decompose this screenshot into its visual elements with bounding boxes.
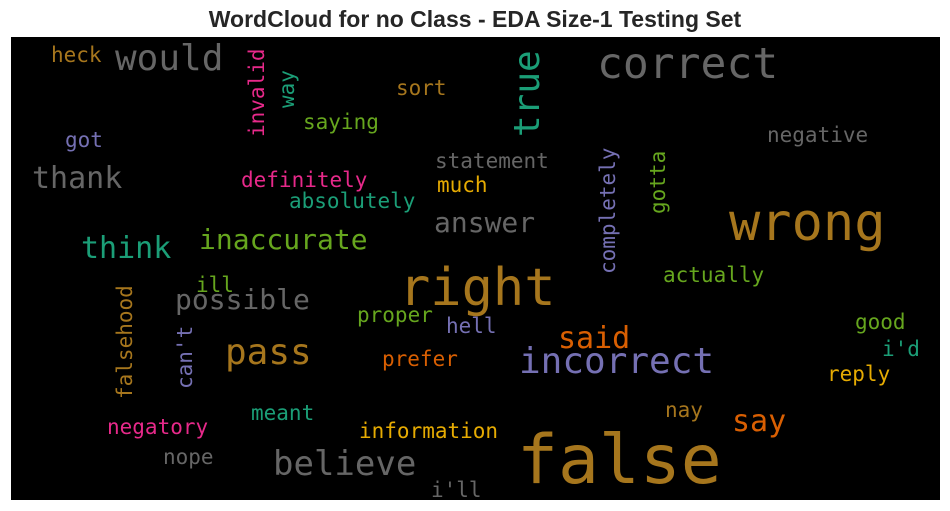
word-think: think <box>81 231 172 266</box>
word-nope: nope <box>163 445 214 469</box>
word-proper: proper <box>357 303 433 327</box>
word-gotta: gotta <box>646 150 670 214</box>
word-definitely: definitely <box>241 168 368 192</box>
word-cloud: false right wrong correct incorrect woul… <box>11 37 940 500</box>
word-id: i'd <box>882 337 920 361</box>
word-information: information <box>359 419 499 443</box>
word-absolutely: absolutely <box>289 189 416 213</box>
word-believe: believe <box>273 444 417 484</box>
word-meant: meant <box>251 401 315 425</box>
word-heck: heck <box>51 43 102 67</box>
word-possible: possible <box>175 283 310 316</box>
word-falsehood: falsehood <box>113 285 137 399</box>
word-would: would <box>115 38 224 79</box>
word-saying: saying <box>303 110 379 134</box>
word-inaccurate: inaccurate <box>199 223 368 256</box>
word-correct: correct <box>597 39 779 89</box>
word-say: say <box>732 404 787 439</box>
word-pass: pass <box>225 332 312 373</box>
word-reply: reply <box>827 362 891 386</box>
word-got: got <box>65 128 103 152</box>
word-thank: thank <box>32 161 123 196</box>
word-negatory: negatory <box>107 415 209 439</box>
word-true: true <box>507 50 548 137</box>
word-way: way <box>275 70 299 108</box>
word-cant: can't <box>173 325 197 389</box>
word-completely: completely <box>596 147 620 274</box>
word-invalid: invalid <box>245 48 269 137</box>
word-sort: sort <box>396 76 447 100</box>
word-incorrect: incorrect <box>519 341 715 382</box>
word-answer: answer <box>434 206 536 239</box>
word-said: said <box>558 321 631 356</box>
word-i-ll: i'll <box>431 478 482 501</box>
word-prefer: prefer <box>382 347 458 371</box>
word-right: right <box>399 258 556 318</box>
word-wrong: wrong <box>729 193 886 253</box>
word-much: much <box>437 173 488 197</box>
word-nay: nay <box>665 398 703 422</box>
word-false: false <box>517 421 722 500</box>
word-hell: hell <box>446 314 497 338</box>
word-statement: statement <box>435 149 549 173</box>
word-ill: ill <box>196 273 234 297</box>
word-negative: negative <box>767 123 869 147</box>
word-actually: actually <box>663 263 765 287</box>
word-good: good <box>855 310 906 334</box>
chart-title: WordCloud for no Class - EDA Size-1 Test… <box>208 6 742 32</box>
